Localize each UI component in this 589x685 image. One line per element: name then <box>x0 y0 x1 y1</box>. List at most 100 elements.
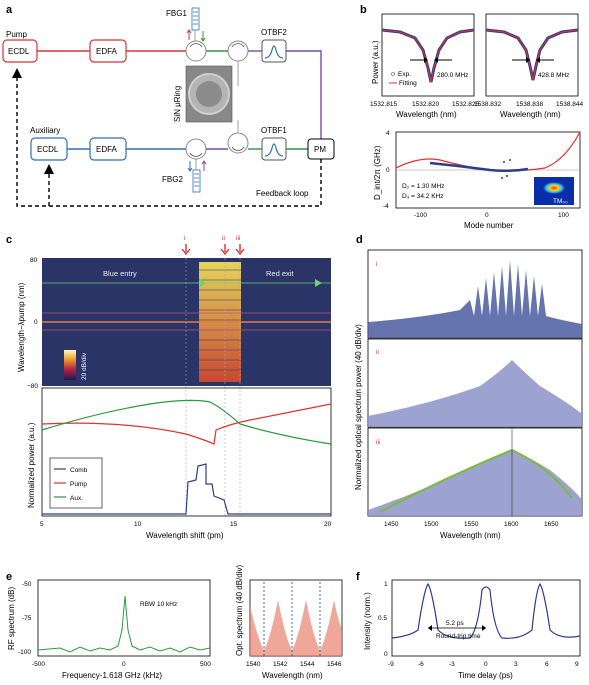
e-xtick-r0: 1540 <box>246 661 261 668</box>
dint-xtick-0: -100 <box>414 212 427 219</box>
e-rf-frame <box>37 579 211 657</box>
c-ylabel-top: Wavelength−λpump (nm) <box>17 282 26 372</box>
panel-e: e RBW 10 kHz -50 -75 -100 RF spectrum (d… <box>6 565 343 680</box>
legend-pump: Pump <box>70 481 87 488</box>
f-xtick-5: 6 <box>545 661 549 668</box>
comb-trace <box>42 463 331 515</box>
d-ylabel: Normalized optical spectrum power (40 dB… <box>354 324 363 490</box>
res1-frame <box>381 13 475 97</box>
panel-a-letter: a <box>6 4 13 16</box>
fbg1-label: FBG1 <box>166 9 187 18</box>
feedback-loop-pump <box>16 74 322 207</box>
legend-fit: Fitting <box>399 80 417 87</box>
res2-frame <box>485 13 579 97</box>
f-annot-label: Round-trip time <box>436 633 481 640</box>
panel-d-letter: d <box>356 234 363 246</box>
e-ylabel-right: Opt. spectrum (40 dB/div) <box>235 565 244 656</box>
panel-c-letter: c <box>6 234 12 246</box>
dint-ylabel: D_int/2π (GHz) <box>373 145 382 200</box>
e-rf-trace <box>37 595 211 653</box>
marker-i: i <box>184 235 185 242</box>
c-xtick-2: 15 <box>230 521 238 528</box>
otbf1-label: OTBF1 <box>261 126 287 135</box>
power-frame <box>41 387 332 517</box>
dint-ytick-2: -4 <box>383 203 389 210</box>
dint-ytick-1: 0 <box>386 167 390 174</box>
auxiliary-label: Auxiliary <box>30 126 60 135</box>
res1-tick-2: 1532.825 <box>452 101 479 108</box>
fbg2-label: FBG2 <box>162 175 183 184</box>
e-xtick-r3: 1546 <box>327 661 342 668</box>
pm-text: PM <box>314 145 326 154</box>
ring-label: SiN μRing <box>173 86 182 122</box>
dint-data <box>429 161 529 173</box>
legend-comb: Comb <box>70 467 88 474</box>
otbf1-box <box>261 137 287 161</box>
e-opt-trace <box>250 600 342 656</box>
d-spectrum-iii <box>368 450 582 516</box>
dint-xlabel: Mode number <box>464 221 514 230</box>
panel-f-letter: f <box>356 571 360 583</box>
e-ytick-0: -50 <box>22 581 32 588</box>
otbf2-box <box>261 39 287 63</box>
d-sub-i: i <box>376 261 377 268</box>
fbg2-icon <box>192 169 201 193</box>
c-ylabel-bottom: Normalized power (a.u.) <box>27 422 36 508</box>
marker-iii: iii <box>236 235 240 242</box>
f-xtick-1: -6 <box>418 661 424 668</box>
blue-entry: Blue entry <box>103 269 137 278</box>
f-xtick-0: -9 <box>388 661 394 668</box>
res1-tick-1: 1532.820 <box>412 101 439 108</box>
f-ylabel: Intensity (norm.) <box>363 592 372 650</box>
red-exit: Red exit <box>266 269 294 278</box>
e-xtick-0: -500 <box>32 661 45 668</box>
f-ytick-0: 1 <box>384 581 388 588</box>
e-ytick-1: -75 <box>22 615 32 622</box>
d-sub-iii: iii <box>376 439 380 446</box>
c-ytick-0: 80 <box>30 257 38 264</box>
c-xtick-3: 20 <box>324 521 332 528</box>
c-xlabel: Wavelength shift (pm) <box>146 531 224 540</box>
res1-width: 280.0 MHz <box>437 72 468 79</box>
e-xlabel-right: Wavelength (nm) <box>262 671 323 680</box>
res1-fit <box>381 29 475 83</box>
res1-tick-0: 1532.815 <box>370 101 397 108</box>
marker-ii: ii <box>222 235 225 242</box>
e-xtick-2: 500 <box>200 661 211 668</box>
f-xlabel: Time delay (ps) <box>458 671 513 680</box>
res2-fit <box>485 29 579 81</box>
e-ytick-2: -100 <box>18 649 31 656</box>
f-xtick-2: -3 <box>449 661 455 668</box>
pump-label: Pump <box>6 30 27 39</box>
panel-d: d Normalized optical spectrum power (40 … <box>354 234 583 540</box>
panel-c: c i ii iii Blue entry Red exit 20 dB/div… <box>6 234 332 540</box>
e-xtick-r1: 1542 <box>273 661 288 668</box>
res2-tick-2: 1538.844 <box>556 101 583 108</box>
dint-ytick-0: 4 <box>386 130 390 137</box>
e-ylabel-left: RF spectrum (dB) <box>7 587 16 650</box>
f-trace <box>391 582 581 639</box>
f-ytick-2: 0 <box>384 651 388 658</box>
pump-trace <box>41 403 332 445</box>
otbf2-label: OTBF2 <box>261 28 287 37</box>
f-xtick-3: 0 <box>484 661 488 668</box>
edfa-pump-text: EDFA <box>96 47 118 56</box>
ecdl-aux-text: ECDL <box>37 145 59 154</box>
d-xtick-3: 1600 <box>504 521 519 528</box>
d-xtick-1: 1500 <box>424 521 439 528</box>
c-ytick-2: −80 <box>27 383 38 390</box>
d-xtick-2: 1550 <box>464 521 479 528</box>
e-rbw: RBW 10 kHz <box>140 601 177 608</box>
d-envelope <box>379 448 573 513</box>
res2-width: 428.8 MHz <box>538 72 569 79</box>
legend-aux: Aux. <box>70 495 83 502</box>
dint-xtick-1: 0 <box>485 212 489 219</box>
legend-exp: Exp. <box>398 71 411 78</box>
d-xtick-0: 1450 <box>384 521 399 528</box>
panel-a: a Pump ECDL EDFA FBG1 OTBF2 SiN μRing <box>2 4 335 207</box>
d-xtick-4: 1650 <box>544 521 559 528</box>
f-xtick-6: 9 <box>575 661 579 668</box>
aux-trace <box>41 399 332 445</box>
c-xtick-0: 5 <box>40 521 44 528</box>
